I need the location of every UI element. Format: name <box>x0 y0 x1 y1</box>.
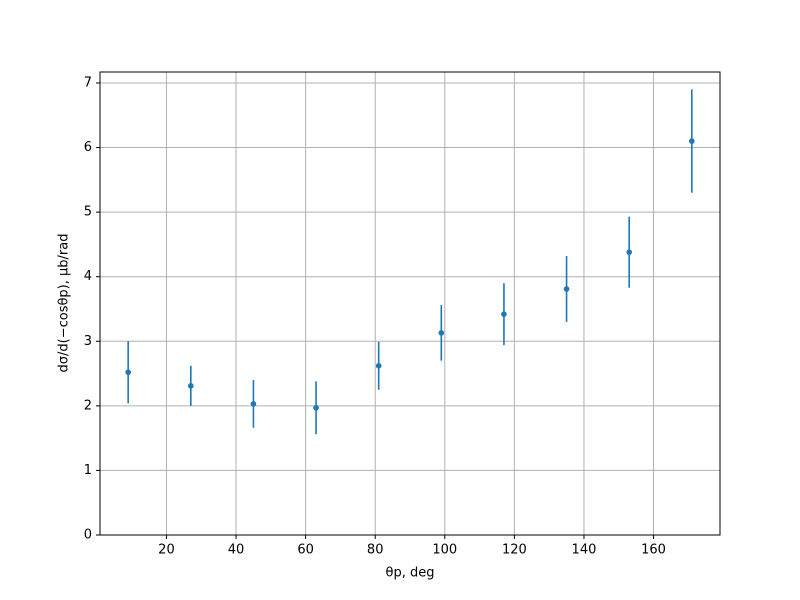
x-tick-label: 120 <box>502 543 527 558</box>
y-tick-label: 1 <box>84 463 92 478</box>
x-tick-label: 80 <box>367 543 384 558</box>
x-axis-label: θp, deg <box>386 566 435 581</box>
point <box>501 311 507 317</box>
point <box>188 383 194 389</box>
point <box>626 249 632 255</box>
y-tick-label: 4 <box>84 269 92 284</box>
x-tick-label: 60 <box>297 543 314 558</box>
point <box>375 363 382 369</box>
point <box>250 401 257 407</box>
plot-frame <box>99 71 721 536</box>
x-tick-label: 40 <box>228 543 245 558</box>
point <box>313 404 319 411</box>
y-tick-label: 6 <box>84 140 92 155</box>
y-tick-label: 0 <box>84 528 92 543</box>
x-tick-label: 160 <box>641 543 666 558</box>
x-tick-label: 100 <box>432 543 457 558</box>
x-tick-label: 20 <box>158 543 175 558</box>
y-tick-label: 2 <box>84 398 92 413</box>
y-tick-label: 5 <box>84 205 92 220</box>
y-axis-label: dσ/d(−cosθp), μb/rad <box>57 234 72 373</box>
y-tick-label: 3 <box>84 334 92 349</box>
y-tick-label: 7 <box>84 75 92 90</box>
point <box>689 138 695 144</box>
point <box>125 369 131 376</box>
point <box>563 286 570 292</box>
x-tick-label: 140 <box>572 543 597 558</box>
point <box>438 330 445 336</box>
